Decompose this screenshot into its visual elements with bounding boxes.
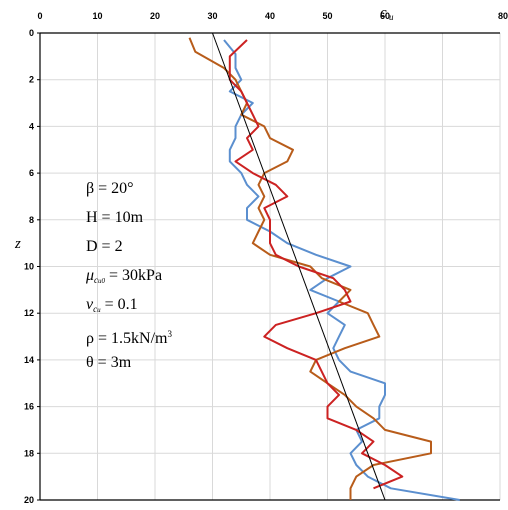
param-cov-symbol: v xyxy=(86,296,94,313)
param-density-exponent: 3 xyxy=(167,329,172,339)
x-axis-label: c xyxy=(380,5,387,21)
x-axis-label-subscript: u xyxy=(389,12,394,22)
param-theta: θ = 3m xyxy=(86,354,132,371)
y-tick-label: 8 xyxy=(29,215,34,225)
y-tick-label: 14 xyxy=(24,355,34,365)
y-tick-label: 20 xyxy=(24,495,34,505)
y-tick-label: 0 xyxy=(29,28,34,38)
series-line-2 xyxy=(188,37,432,500)
x-tick-label: 30 xyxy=(207,11,217,21)
series-line-4 xyxy=(212,32,386,501)
series-group xyxy=(188,32,460,501)
param-height: H = 10m xyxy=(86,209,144,226)
ticks: 0 10 20 30 40 50 60 80 0 2 4 6 8 10 12 14 16 18 20 xyxy=(24,11,508,505)
y-tick-label: 12 xyxy=(24,308,34,318)
param-cov: vcu = 0.1 xyxy=(86,296,138,319)
param-cov-subscript: cu xyxy=(93,304,101,314)
param-mean-subscript: cu0 xyxy=(94,275,105,285)
series-line-3 xyxy=(228,39,404,490)
x-tick-label: 80 xyxy=(498,11,508,21)
param-cov-subscript-c: c xyxy=(93,304,98,314)
x-tick-label: 60 xyxy=(380,11,390,21)
param-depth: D = 2 xyxy=(86,238,123,255)
series-line-1 xyxy=(223,39,460,501)
param-beta: β = 20° xyxy=(86,180,134,197)
x-tick-label: 20 xyxy=(150,11,160,21)
y-tick-label: 6 xyxy=(29,168,34,178)
x-tick-label: 10 xyxy=(92,11,102,21)
x-tick-label: 40 xyxy=(265,11,275,21)
param-density-value: ρ = 1.5kN/m xyxy=(86,330,168,347)
param-density: ρ = 1.5kN/m3 xyxy=(86,325,172,348)
y-axis-label: z xyxy=(14,236,21,252)
y-tick-label: 18 xyxy=(24,448,34,458)
x-tick-label: 50 xyxy=(322,11,332,21)
y-tick-label: 2 xyxy=(29,75,34,85)
param-cov-value: = 0.1 xyxy=(100,296,138,313)
y-tick-label: 10 xyxy=(24,262,34,272)
param-mean-subscript-u0: u0 xyxy=(98,277,106,285)
param-cov-subscript-u: u xyxy=(97,306,101,314)
param-mean-value: = 30kPa xyxy=(105,267,163,284)
param-mean-subscript-c: c xyxy=(94,275,99,285)
y-tick-label: 16 xyxy=(24,402,34,412)
param-mean-symbol: μ xyxy=(86,267,95,284)
y-tick-label: 4 xyxy=(29,121,34,131)
x-tick-label: 0 xyxy=(37,11,42,21)
param-mean: μcu0 = 30kPa xyxy=(86,267,162,290)
